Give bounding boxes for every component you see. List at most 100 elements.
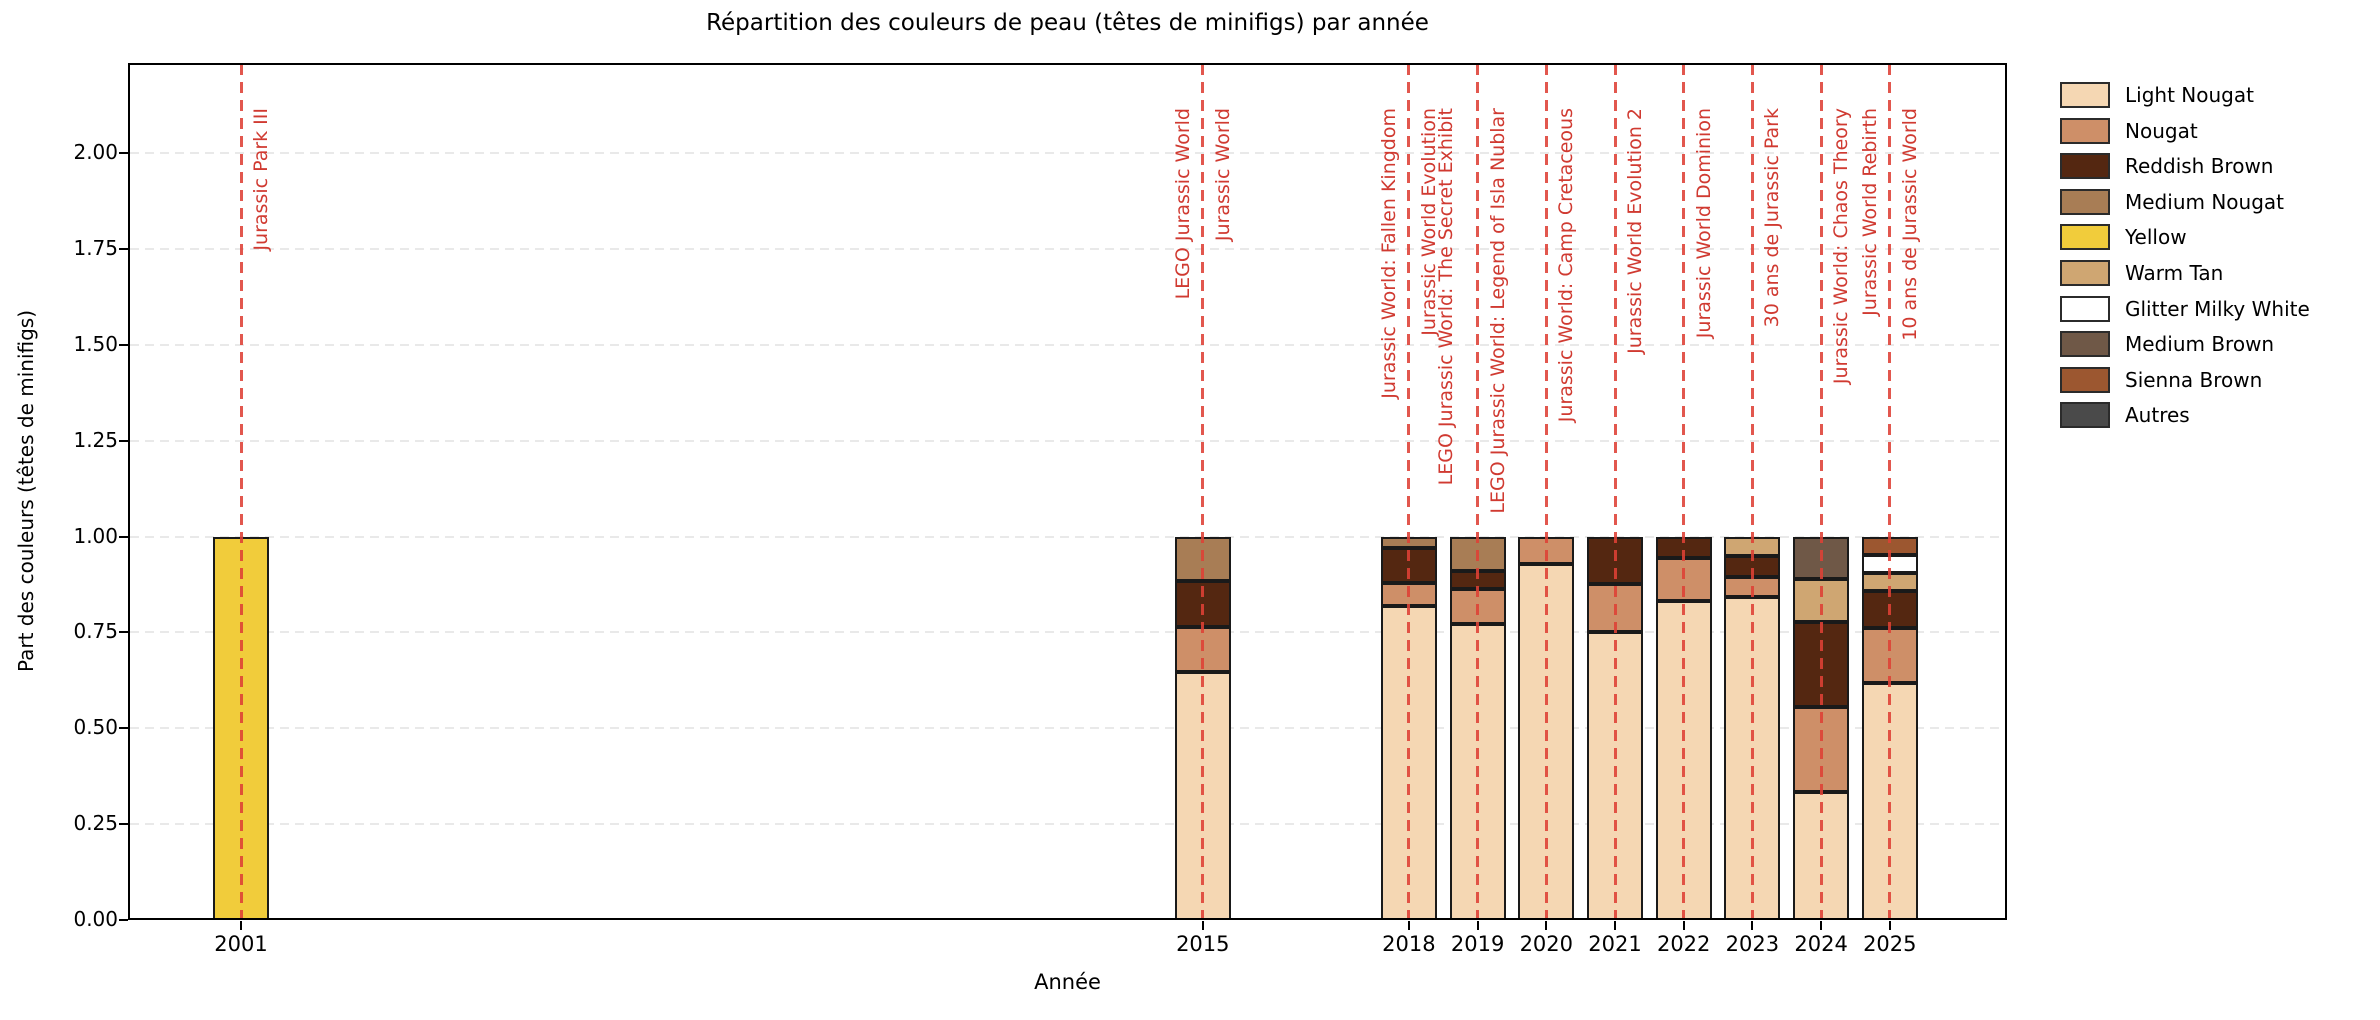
x-tick-label: 2021 bbox=[1588, 932, 1642, 956]
event-label: LEGO Jurassic World: The Secret Exhibit bbox=[1434, 108, 1457, 486]
legend-item-medium-brown: Medium Brown bbox=[2060, 329, 2274, 359]
legend-item-sienna-brown: Sienna Brown bbox=[2060, 365, 2262, 395]
event-line-2024 bbox=[1819, 64, 1823, 919]
event-line-2001 bbox=[239, 64, 243, 919]
legend-label: Medium Brown bbox=[2125, 332, 2275, 357]
event-line-2025 bbox=[1888, 64, 1892, 919]
y-tick-mark bbox=[119, 535, 128, 538]
event-line-2019 bbox=[1476, 64, 1480, 919]
legend-item-autres: Autres bbox=[2060, 400, 2190, 430]
event-line-2020 bbox=[1544, 64, 1548, 919]
y-tick-label: 1.75 bbox=[73, 235, 118, 260]
legend-label: Autres bbox=[2125, 403, 2190, 428]
event-label: 30 ans de Jurassic Park bbox=[1761, 108, 1784, 328]
x-tick-mark bbox=[1614, 921, 1616, 930]
x-tick-label: 2024 bbox=[1794, 932, 1848, 956]
legend-swatch bbox=[2060, 153, 2110, 180]
legend-swatch bbox=[2060, 402, 2110, 429]
legend-item-nougat: Nougat bbox=[2060, 116, 2198, 146]
gridline bbox=[130, 152, 2005, 154]
event-line-2018 bbox=[1407, 64, 1411, 919]
legend-swatch bbox=[2060, 224, 2110, 251]
event-label: LEGO Jurassic World: Legend of Isla Nubl… bbox=[1486, 108, 1509, 514]
x-tick-label: 2001 bbox=[214, 932, 268, 956]
event-label: 10 ans de Jurassic World bbox=[1898, 108, 1921, 341]
legend-swatch bbox=[2060, 260, 2110, 286]
y-tick-mark bbox=[119, 919, 128, 921]
event-line-2021 bbox=[1613, 64, 1617, 919]
y-tick-label: 1.00 bbox=[73, 523, 118, 548]
event-label: Jurassic World: Chaos Theory bbox=[1830, 108, 1853, 385]
y-tick-mark bbox=[119, 727, 128, 730]
y-tick-mark bbox=[119, 439, 128, 442]
legend-label: Reddish Brown bbox=[2125, 154, 2274, 179]
event-label: Jurassic World Dominion bbox=[1692, 108, 1715, 339]
legend-item-light-nougat: Light Nougat bbox=[2060, 80, 2254, 110]
x-tick-label: 2020 bbox=[1519, 932, 1574, 956]
y-tick-label: 0.25 bbox=[73, 811, 118, 836]
legend-swatch bbox=[2060, 331, 2110, 358]
event-label: Jurassic Park III bbox=[250, 108, 272, 251]
y-tick-label: 1.50 bbox=[73, 331, 118, 356]
x-tick-label: 2025 bbox=[1863, 932, 1917, 956]
y-tick-mark bbox=[119, 823, 128, 826]
legend-label: Warm Tan bbox=[2125, 261, 2224, 285]
gridline bbox=[130, 631, 2005, 634]
gridline bbox=[130, 535, 2005, 538]
chart-title: Répartition des couleurs de peau (têtes … bbox=[706, 10, 1429, 36]
y-tick-label: 0.75 bbox=[73, 619, 118, 644]
legend-label: Medium Nougat bbox=[2125, 189, 2284, 214]
y-tick-mark bbox=[119, 343, 128, 346]
legend-swatch bbox=[2060, 366, 2110, 393]
x-tick-label: 2023 bbox=[1725, 932, 1780, 956]
x-tick-mark bbox=[1407, 921, 1410, 930]
event-line-2015 bbox=[1201, 64, 1205, 919]
y-tick-label: 1.25 bbox=[73, 427, 118, 452]
event-label: Jurassic World Evolution 2 bbox=[1624, 108, 1646, 354]
legend-item-yellow: Yellow bbox=[2060, 222, 2187, 252]
legend-swatch bbox=[2060, 82, 2110, 108]
x-tick-label: 2015 bbox=[1176, 932, 1230, 956]
legend-item-medium-nougat: Medium Nougat bbox=[2060, 187, 2284, 217]
legend-swatch bbox=[2060, 117, 2110, 144]
x-tick-mark bbox=[1751, 921, 1754, 930]
x-tick-mark bbox=[1476, 921, 1479, 930]
event-label: Jurassic World bbox=[1211, 108, 1234, 242]
x-axis-label: Année bbox=[1034, 970, 1101, 994]
y-tick-label: 0.00 bbox=[73, 907, 118, 931]
gridline bbox=[130, 247, 2005, 250]
x-tick-mark bbox=[240, 921, 242, 930]
legend-item-reddish-brown: Reddish Brown bbox=[2060, 151, 2273, 181]
y-tick-label: 2.00 bbox=[73, 140, 118, 164]
legend-item-warm-tan: Warm Tan bbox=[2060, 258, 2223, 288]
y-tick-mark bbox=[119, 631, 128, 634]
legend-swatch bbox=[2060, 295, 2110, 322]
event-line-2022 bbox=[1682, 64, 1686, 919]
legend-label: Nougat bbox=[2125, 118, 2198, 143]
x-tick-mark bbox=[1682, 921, 1685, 930]
gridline bbox=[130, 727, 2005, 730]
x-tick-label: 2018 bbox=[1382, 932, 1436, 956]
event-label: Jurassic World Rebirth bbox=[1858, 108, 1881, 316]
event-label: Jurassic World: Fallen Kingdom bbox=[1377, 108, 1400, 399]
gridline bbox=[130, 439, 2005, 442]
legend-label: Glitter Milky White bbox=[2125, 296, 2310, 321]
x-tick-label: 2022 bbox=[1656, 932, 1711, 956]
y-tick-mark bbox=[119, 247, 128, 250]
gridline bbox=[130, 823, 2005, 826]
event-line-2023 bbox=[1750, 64, 1754, 919]
x-tick-label: 2019 bbox=[1450, 932, 1505, 956]
legend-item-glitter-milky-white: Glitter Milky White bbox=[2060, 294, 2310, 324]
legend-label: Light Nougat bbox=[2125, 83, 2254, 107]
x-tick-mark bbox=[1888, 921, 1891, 930]
x-tick-mark bbox=[1820, 921, 1823, 930]
x-tick-mark bbox=[1201, 921, 1204, 930]
legend-label: Yellow bbox=[2125, 225, 2187, 250]
gridline bbox=[130, 343, 2005, 346]
legend-swatch bbox=[2060, 188, 2110, 215]
event-label: Jurassic World: Camp Cretaceous bbox=[1555, 108, 1578, 423]
y-tick-mark bbox=[119, 152, 128, 154]
y-tick-label: 0.50 bbox=[73, 715, 118, 740]
x-tick-mark bbox=[1545, 921, 1548, 930]
